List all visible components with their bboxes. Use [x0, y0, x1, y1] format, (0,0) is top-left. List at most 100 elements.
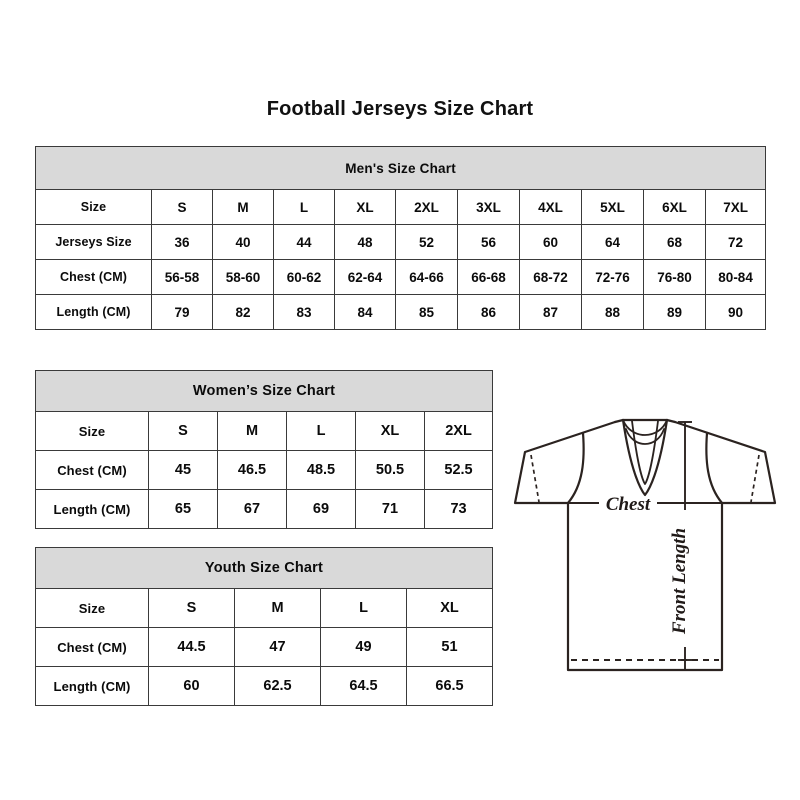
- mens-jerseys-size-6: 60: [519, 224, 582, 260]
- womens-size-m: M: [217, 411, 287, 451]
- womens-chest-4: 52.5: [423, 450, 494, 490]
- right-shoulder-line: [665, 418, 677, 424]
- womens-length-3: 71: [355, 489, 425, 529]
- table-row: Chest (CM) 56-58 58-60 60-62 62-64 64-66…: [35, 259, 767, 295]
- row-label-jerseys-size: Jerseys Size: [35, 224, 152, 260]
- table-row: Length (CM) 60 62.5 64.5 66.5: [35, 666, 493, 706]
- right-sleeve-outline: [673, 420, 777, 505]
- mens-chest-5: 66-68: [457, 259, 520, 295]
- mens-chest-3: 62-64: [334, 259, 396, 295]
- mens-size-7xl: 7XL: [704, 189, 767, 225]
- jersey-body-outline: [566, 501, 724, 672]
- mens-jerseys-size-7: 64: [581, 224, 644, 260]
- mens-jerseys-size-9: 72: [704, 224, 767, 260]
- youth-size-m: M: [234, 588, 321, 628]
- mens-chest-4: 64-66: [395, 259, 458, 295]
- mens-length-6: 87: [519, 294, 582, 330]
- womens-size-l: L: [286, 411, 356, 451]
- womens-chest-1: 46.5: [217, 450, 287, 490]
- youth-chest-3: 51: [406, 627, 493, 667]
- row-label-size: Size: [35, 189, 152, 225]
- mens-chest-2: 60-62: [273, 259, 335, 295]
- mens-size-5xl: 5XL: [581, 189, 644, 225]
- mens-jerseys-size-3: 48: [334, 224, 396, 260]
- row-label-chest: Chest (CM): [35, 627, 149, 667]
- mens-size-4xl: 4XL: [519, 189, 582, 225]
- table-row: Chest (CM) 45 46.5 48.5 50.5 52.5: [35, 450, 494, 490]
- mens-size-table: Men's Size Chart Size S M L XL 2XL 3XL 4…: [34, 146, 767, 330]
- mens-length-7: 88: [581, 294, 644, 330]
- mens-chest-8: 76-80: [643, 259, 706, 295]
- womens-size-xl: XL: [355, 411, 425, 451]
- table-row: Size S M L XL 2XL 3XL 4XL 5XL 6XL 7XL: [35, 189, 767, 225]
- mens-size-xl: XL: [334, 189, 396, 225]
- youth-length-3: 66.5: [406, 666, 493, 706]
- womens-size-s: S: [148, 411, 218, 451]
- mens-length-8: 89: [643, 294, 706, 330]
- table-row: Size S M L XL: [35, 588, 493, 628]
- jersey-measurement-diagram: Chest Front Length: [495, 385, 795, 690]
- mens-table-caption: Men's Size Chart: [34, 146, 767, 190]
- mens-jerseys-size-4: 52: [395, 224, 458, 260]
- row-label-chest: Chest (CM): [35, 259, 152, 295]
- womens-size-2xl: 2XL: [423, 411, 494, 451]
- youth-size-l: L: [320, 588, 407, 628]
- mens-length-3: 84: [334, 294, 396, 330]
- vneck-outer-collar: [621, 418, 669, 497]
- chest-measure-label: Chest: [606, 494, 651, 515]
- mens-length-1: 82: [212, 294, 274, 330]
- womens-length-1: 67: [217, 489, 287, 529]
- mens-length-9: 90: [704, 294, 767, 330]
- mens-jerseys-size-2: 44: [273, 224, 335, 260]
- right-armhole-curve: [705, 431, 724, 505]
- womens-chest-3: 50.5: [355, 450, 425, 490]
- row-label-chest: Chest (CM): [35, 450, 149, 490]
- mens-chest-6: 68-72: [519, 259, 582, 295]
- womens-length-0: 65: [148, 489, 218, 529]
- mens-size-3xl: 3XL: [457, 189, 520, 225]
- row-label-size: Size: [35, 588, 149, 628]
- mens-chest-9: 80-84: [704, 259, 767, 295]
- left-shoulder-line: [613, 418, 625, 424]
- collar-band-curve-top: [622, 419, 668, 436]
- mens-jerseys-size-8: 68: [643, 224, 706, 260]
- left-sleeve-outline: [513, 420, 617, 505]
- mens-length-4: 85: [395, 294, 458, 330]
- mens-chest-1: 58-60: [212, 259, 274, 295]
- table-row: Size S M L XL 2XL: [35, 411, 494, 451]
- youth-size-s: S: [148, 588, 235, 628]
- womens-size-table: Women’s Size Chart Size S M L XL 2XL Che…: [34, 370, 494, 529]
- left-cuff-stitch-line: [530, 454, 540, 503]
- collar-band-curve-middle: [625, 428, 665, 445]
- mens-chest-0: 56-58: [151, 259, 213, 295]
- mens-chest-7: 72-76: [581, 259, 644, 295]
- youth-length-0: 60: [148, 666, 235, 706]
- youth-size-table: Youth Size Chart Size S M L XL Chest (CM…: [35, 547, 493, 706]
- womens-chest-2: 48.5: [286, 450, 356, 490]
- table-row: Length (CM) 65 67 69 71 73: [35, 489, 494, 529]
- womens-table-caption: Women’s Size Chart: [34, 370, 494, 412]
- left-armhole-curve: [566, 431, 585, 505]
- mens-length-2: 83: [273, 294, 335, 330]
- row-label-size: Size: [35, 411, 149, 451]
- mens-size-s: S: [151, 189, 213, 225]
- youth-chest-0: 44.5: [148, 627, 235, 667]
- row-label-length: Length (CM): [35, 666, 149, 706]
- youth-size-xl: XL: [406, 588, 493, 628]
- womens-chest-0: 45: [148, 450, 218, 490]
- row-label-length: Length (CM): [35, 489, 149, 529]
- page-title: Football Jerseys Size Chart: [266, 98, 534, 120]
- vneck-inner-collar: [631, 420, 659, 485]
- mens-jerseys-size-0: 36: [151, 224, 213, 260]
- table-row: Chest (CM) 44.5 47 49 51: [35, 627, 493, 667]
- mens-size-6xl: 6XL: [643, 189, 706, 225]
- table-row: Jerseys Size 36 40 44 48 52 56 60 64 68 …: [35, 224, 767, 260]
- youth-length-1: 62.5: [234, 666, 321, 706]
- table-caption-row: Men's Size Chart: [34, 146, 767, 190]
- table-caption-row: Youth Size Chart: [35, 547, 493, 589]
- front-length-measure-label: Front Length: [669, 528, 690, 635]
- youth-chest-1: 47: [234, 627, 321, 667]
- right-cuff-stitch-line: [750, 454, 760, 503]
- mens-size-2xl: 2XL: [395, 189, 458, 225]
- youth-chest-2: 49: [320, 627, 407, 667]
